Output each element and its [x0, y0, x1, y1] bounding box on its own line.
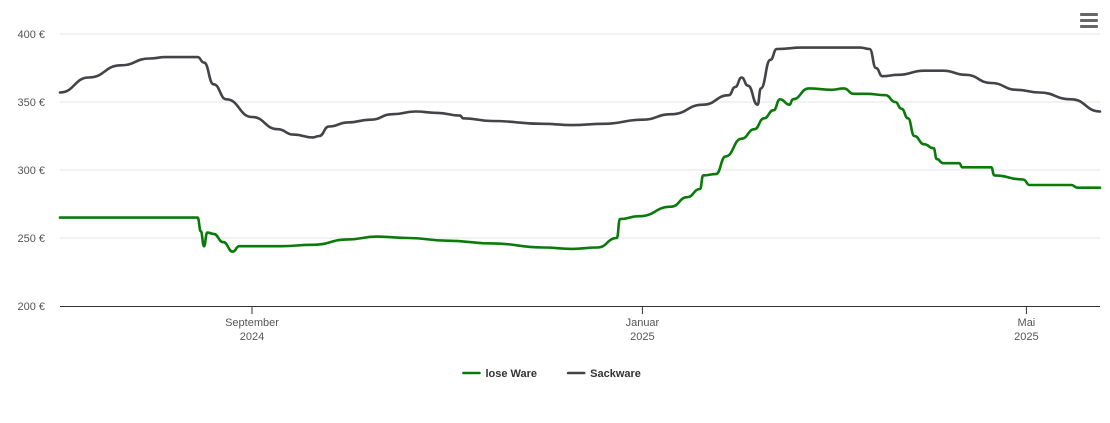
legend[interactable]: lose Ware Sackware: [462, 368, 641, 380]
hamburger-menu-icon[interactable]: [1080, 13, 1098, 29]
x-tick-label-month: Januar: [626, 317, 660, 329]
x-axis: September 2024 Januar 2025 Mai 2025: [60, 306, 1100, 343]
legend-item-label[interactable]: Sackware: [590, 368, 641, 380]
y-tick-label: 250 €: [17, 233, 45, 245]
y-axis: 200 € 250 € 300 € 350 € 400 €: [17, 29, 45, 313]
x-tick-label-year: 2025: [630, 331, 654, 343]
x-tick-label-month: Mai: [1018, 317, 1036, 329]
legend-item-label[interactable]: lose Ware: [485, 368, 537, 380]
grid-lines: [60, 33, 1100, 239]
x-tick-label-year: 2024: [240, 331, 264, 343]
x-tick-label-month: September: [225, 317, 279, 329]
series-group: [58, 46, 1102, 253]
y-tick-label: 200 €: [17, 301, 45, 313]
x-tick-label-year: 2025: [1014, 331, 1038, 343]
series-line-1: [58, 46, 1102, 139]
y-tick-label: 300 €: [17, 165, 45, 177]
y-tick-label: 350 €: [17, 97, 45, 109]
y-tick-label: 400 €: [17, 29, 45, 41]
series-line-0: [58, 87, 1102, 253]
